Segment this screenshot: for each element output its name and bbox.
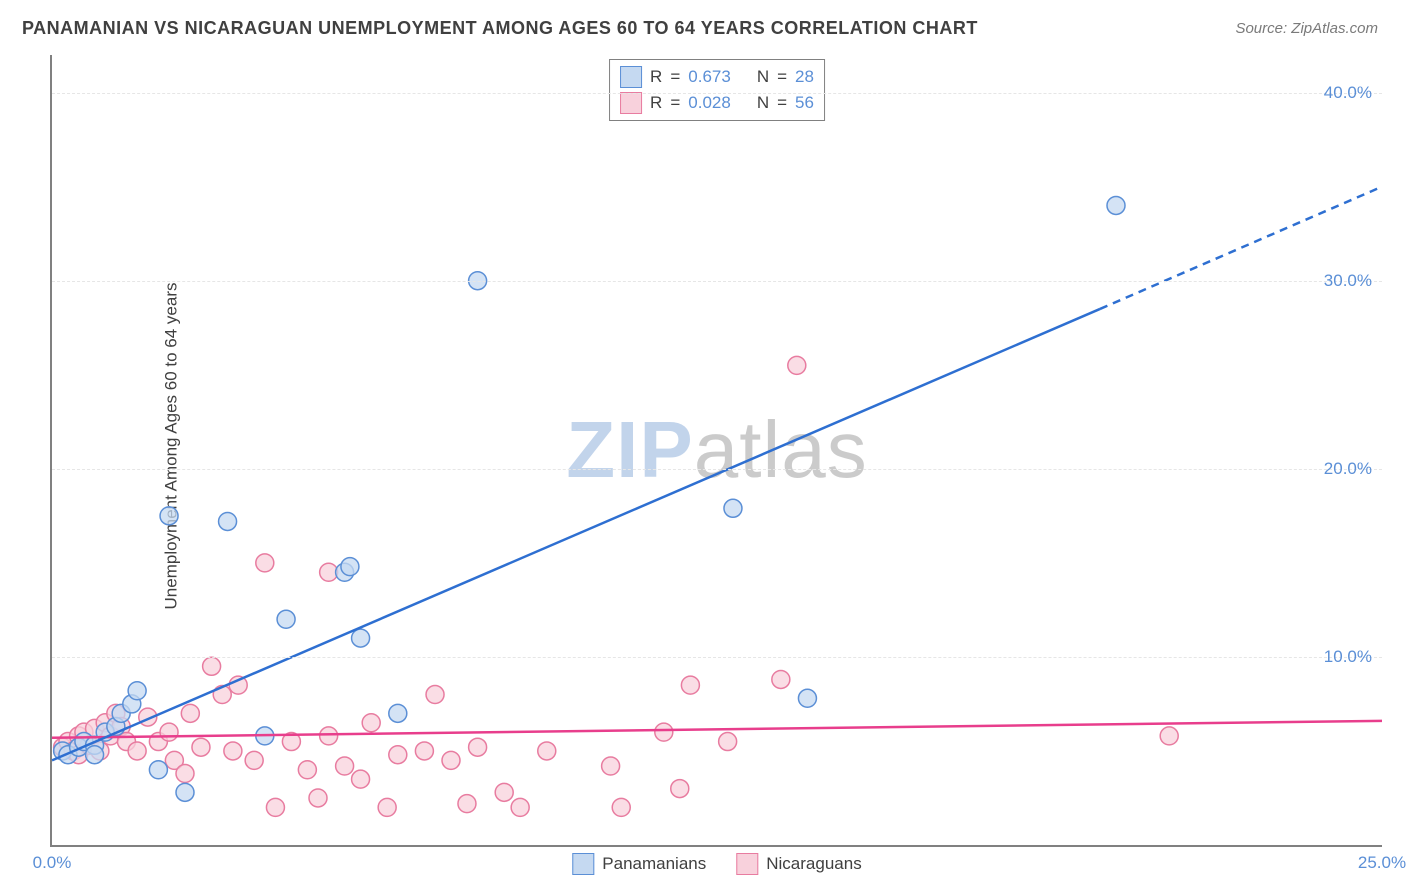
- scatter-point: [788, 356, 806, 374]
- scatter-point: [719, 733, 737, 751]
- scatter-point: [203, 657, 221, 675]
- y-tick-label: 20.0%: [1324, 459, 1372, 479]
- scatter-point: [442, 751, 460, 769]
- scatter-point: [176, 765, 194, 783]
- scatter-point: [389, 746, 407, 764]
- scatter-point: [86, 746, 104, 764]
- scatter-point: [219, 512, 237, 530]
- series-legend: Panamanians Nicaraguans: [572, 853, 861, 875]
- swatch-panamanian-bottom: [572, 853, 594, 875]
- scatter-point: [415, 742, 433, 760]
- scatter-point: [378, 798, 396, 816]
- scatter-point: [181, 704, 199, 722]
- scatter-point: [602, 757, 620, 775]
- y-tick-label: 40.0%: [1324, 83, 1372, 103]
- chart-title: PANAMANIAN VS NICARAGUAN UNEMPLOYMENT AM…: [22, 18, 978, 39]
- scatter-point: [245, 751, 263, 769]
- scatter-point: [1160, 727, 1178, 745]
- scatter-point: [160, 507, 178, 525]
- scatter-point: [495, 783, 513, 801]
- scatter-point: [277, 610, 295, 628]
- scatter-point: [298, 761, 316, 779]
- legend-label-panamanian: Panamanians: [602, 854, 706, 874]
- scatter-point: [426, 686, 444, 704]
- swatch-nicaraguan-bottom: [736, 853, 758, 875]
- scatter-point: [160, 723, 178, 741]
- y-tick-label: 10.0%: [1324, 647, 1372, 667]
- scatter-point: [538, 742, 556, 760]
- scatter-point: [309, 789, 327, 807]
- plot-area: ZIPatlas R = 0.673 N = 28 R = 0.028 N = …: [50, 55, 1382, 847]
- scatter-point: [469, 738, 487, 756]
- trend-line: [52, 309, 1100, 760]
- scatter-point: [389, 704, 407, 722]
- scatter-point: [341, 558, 359, 576]
- trend-line: [52, 721, 1382, 738]
- scatter-point: [458, 795, 476, 813]
- scatter-point: [176, 783, 194, 801]
- scatter-point: [352, 770, 370, 788]
- scatter-point: [224, 742, 242, 760]
- scatter-point: [362, 714, 380, 732]
- scatter-point: [149, 761, 167, 779]
- scatter-point: [655, 723, 673, 741]
- scatter-point: [724, 499, 742, 517]
- x-tick-label: 25.0%: [1358, 853, 1406, 873]
- plot-svg: [52, 55, 1382, 845]
- legend-label-nicaraguan: Nicaraguans: [766, 854, 861, 874]
- scatter-point: [266, 798, 284, 816]
- legend-item-nicaraguan: Nicaraguans: [736, 853, 861, 875]
- scatter-point: [772, 670, 790, 688]
- scatter-point: [320, 727, 338, 745]
- source-label: Source: ZipAtlas.com: [1235, 20, 1378, 37]
- scatter-point: [671, 780, 689, 798]
- scatter-point: [612, 798, 630, 816]
- scatter-point: [511, 798, 529, 816]
- y-tick-label: 30.0%: [1324, 271, 1372, 291]
- scatter-point: [192, 738, 210, 756]
- scatter-point: [352, 629, 370, 647]
- scatter-point: [256, 554, 274, 572]
- scatter-point: [336, 757, 354, 775]
- scatter-point: [128, 682, 146, 700]
- scatter-point: [681, 676, 699, 694]
- legend-item-panamanian: Panamanians: [572, 853, 706, 875]
- scatter-point: [798, 689, 816, 707]
- x-tick-label: 0.0%: [33, 853, 72, 873]
- scatter-point: [128, 742, 146, 760]
- scatter-point: [1107, 196, 1125, 214]
